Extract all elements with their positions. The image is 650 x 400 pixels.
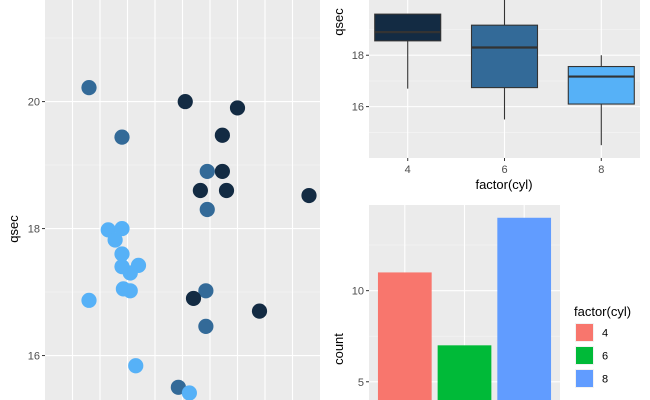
bar-4 <box>377 272 432 400</box>
bar-y-tick-label: 10 <box>352 286 364 298</box>
scatter-point <box>185 290 202 307</box>
scatter-y-tick-label: 16 <box>28 351 40 363</box>
scatter-point <box>114 246 130 262</box>
legend-swatch-4 <box>576 324 593 341</box>
scatter-point <box>128 358 144 374</box>
boxplot-box <box>374 13 442 42</box>
boxplot-x-axis-title: factor(cyl) <box>475 177 532 192</box>
scatter-y-axis-title: qsec <box>6 215 21 243</box>
scatter-point <box>229 100 246 116</box>
bar-chart: 5 10 count <box>331 205 560 400</box>
scatter-point <box>181 385 197 400</box>
legend-label-6: 6 <box>602 351 608 363</box>
legend: factor(cyl) 4 6 8 <box>574 304 631 388</box>
scatter-point <box>81 292 97 308</box>
boxplot-box <box>567 65 635 105</box>
scatter-point <box>198 283 214 299</box>
bar-y-tick-label: 5 <box>358 377 364 389</box>
scatter-y-tick-label: 18 <box>28 224 40 236</box>
scatter-points <box>81 80 317 400</box>
boxplot-y-tick-label: 18 <box>352 50 364 62</box>
scatter-point <box>214 163 230 180</box>
boxplot-y-tick-label: 16 <box>352 102 364 114</box>
scatter-point <box>198 318 214 334</box>
scatter-point <box>122 265 138 281</box>
scatter-y-ticks: 16 18 20 <box>28 97 45 363</box>
scatter-point <box>199 201 215 218</box>
scatter-point <box>214 127 230 143</box>
boxplot-box <box>470 24 539 89</box>
boxplot-boxes <box>374 0 635 146</box>
scatter-point <box>122 283 138 299</box>
bar-y-ticks: 5 10 <box>352 286 369 389</box>
scatter-point <box>107 232 123 248</box>
legend-swatch-6 <box>576 347 593 364</box>
scatter-point <box>177 93 193 110</box>
scatter-point <box>251 303 268 319</box>
scatter-point <box>199 163 215 180</box>
legend-label-4: 4 <box>602 328 608 340</box>
bar-6 <box>437 345 492 400</box>
boxplot-y-axis-title: qsec <box>331 8 346 36</box>
scatter-gridlines <box>45 0 320 400</box>
scatter-point <box>114 129 130 145</box>
scatter-plot: 16 18 20 qsec <box>6 0 320 400</box>
boxplot-x-tick-label: 8 <box>598 164 604 176</box>
legend-title: factor(cyl) <box>574 304 631 319</box>
scatter-point <box>192 182 208 199</box>
bar-bars <box>377 217 552 400</box>
boxplot-x-tick-label: 6 <box>501 164 507 176</box>
scatter-y-tick-label: 20 <box>28 97 40 109</box>
legend-items: 4 6 8 <box>575 323 608 388</box>
bar-8 <box>497 217 552 400</box>
boxplot-x-tick-label: 4 <box>405 164 411 176</box>
scatter-point <box>114 220 130 237</box>
bar-y-axis-title: count <box>331 333 346 365</box>
boxplot-x-ticks: 4 6 8 <box>405 158 604 176</box>
legend-label-8: 8 <box>602 374 608 386</box>
legend-swatch-8 <box>576 370 593 387</box>
scatter-point <box>218 182 235 199</box>
scatter-point <box>301 187 317 204</box>
scatter-point <box>81 80 97 96</box>
